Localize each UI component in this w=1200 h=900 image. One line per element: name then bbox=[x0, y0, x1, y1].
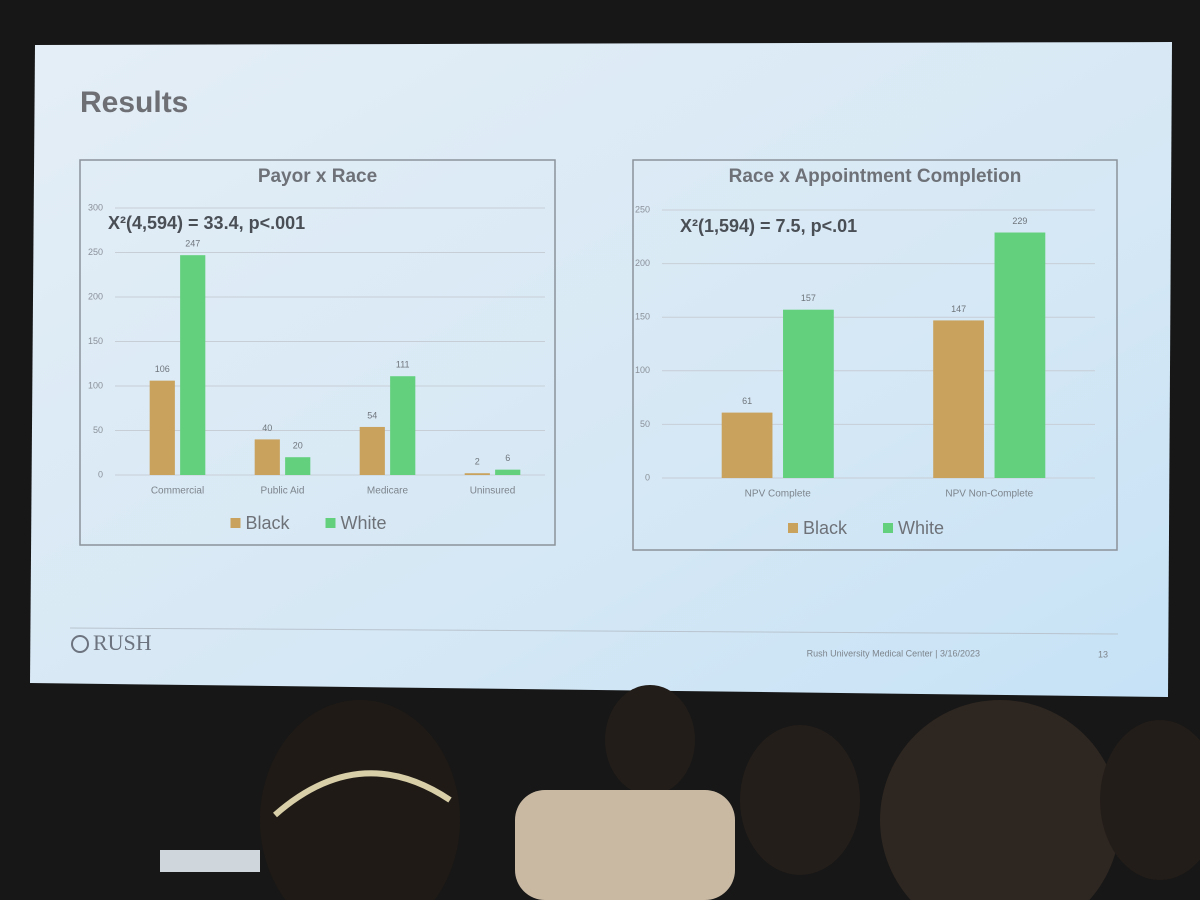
x-tick-label: Commercial bbox=[151, 486, 204, 497]
slide bbox=[30, 42, 1172, 697]
data-label: 106 bbox=[155, 364, 170, 374]
x-tick-label: NPV Non-Complete bbox=[945, 489, 1033, 500]
annotation: X²(1,594) = 7.5, p<.01 bbox=[680, 216, 857, 236]
bar bbox=[495, 469, 521, 475]
data-label: 229 bbox=[1012, 216, 1027, 226]
bar bbox=[359, 426, 385, 475]
legend-label: White bbox=[341, 513, 387, 533]
bar bbox=[994, 232, 1046, 478]
bar bbox=[180, 255, 206, 475]
footer-rule bbox=[69, 627, 1119, 635]
data-label: 40 bbox=[262, 423, 272, 433]
bar bbox=[464, 473, 490, 475]
bar bbox=[390, 376, 416, 475]
legend-swatch bbox=[230, 518, 241, 528]
x-tick-label: Public Aid bbox=[261, 486, 305, 497]
charts: Payor x Race050100150200250300X²(4,594) … bbox=[79, 159, 1118, 551]
y-tick-label: 0 bbox=[98, 469, 103, 479]
legend-label: Black bbox=[246, 513, 291, 533]
bar bbox=[254, 439, 280, 475]
data-label: 2 bbox=[475, 457, 480, 467]
data-label: 157 bbox=[801, 293, 816, 303]
y-tick-label: 250 bbox=[88, 247, 103, 257]
legend-label: Black bbox=[803, 518, 848, 538]
legend-swatch bbox=[788, 523, 798, 533]
y-tick-label: 300 bbox=[88, 202, 103, 212]
bar bbox=[149, 380, 175, 475]
slide-title: Results bbox=[80, 86, 188, 119]
data-label: 61 bbox=[742, 396, 752, 406]
y-tick-label: 150 bbox=[635, 312, 650, 322]
y-tick-label: 0 bbox=[645, 472, 650, 482]
annotation: X²(4,594) = 33.4, p<.001 bbox=[108, 213, 305, 233]
y-tick-label: 250 bbox=[635, 204, 650, 214]
bar bbox=[783, 309, 834, 478]
data-label: 6 bbox=[505, 453, 510, 463]
data-label: 20 bbox=[293, 441, 303, 451]
y-tick-label: 100 bbox=[635, 365, 650, 375]
legend-swatch bbox=[883, 523, 893, 533]
bar bbox=[285, 457, 311, 475]
chart-title: Payor x Race bbox=[258, 166, 377, 187]
logo-icon bbox=[71, 635, 89, 653]
x-tick-label: Uninsured bbox=[470, 486, 516, 497]
y-tick-label: 150 bbox=[88, 336, 103, 346]
footer-text: Rush University Medical Center | 3/16/20… bbox=[807, 648, 980, 658]
y-tick-label: 100 bbox=[88, 380, 103, 390]
data-label: 111 bbox=[396, 360, 410, 370]
legend-label: White bbox=[898, 518, 944, 538]
data-label: 147 bbox=[951, 304, 966, 314]
page-number: 13 bbox=[1098, 649, 1108, 659]
y-tick-label: 50 bbox=[640, 419, 650, 429]
data-label: 247 bbox=[185, 239, 200, 249]
logo: RUSH bbox=[93, 630, 152, 655]
chart-title: Race x Appointment Completion bbox=[729, 166, 1022, 187]
y-tick-label: 200 bbox=[88, 291, 103, 301]
x-tick-label: Medicare bbox=[367, 486, 409, 497]
chart-frame bbox=[79, 159, 556, 546]
legend-swatch bbox=[325, 518, 336, 528]
audience bbox=[160, 685, 1200, 900]
y-tick-label: 50 bbox=[93, 425, 103, 435]
y-tick-label: 200 bbox=[635, 258, 650, 268]
data-label: 54 bbox=[367, 410, 377, 420]
chart-frame bbox=[632, 159, 1118, 551]
bar bbox=[721, 412, 773, 478]
bar bbox=[933, 320, 984, 478]
x-tick-label: NPV Complete bbox=[745, 489, 812, 500]
